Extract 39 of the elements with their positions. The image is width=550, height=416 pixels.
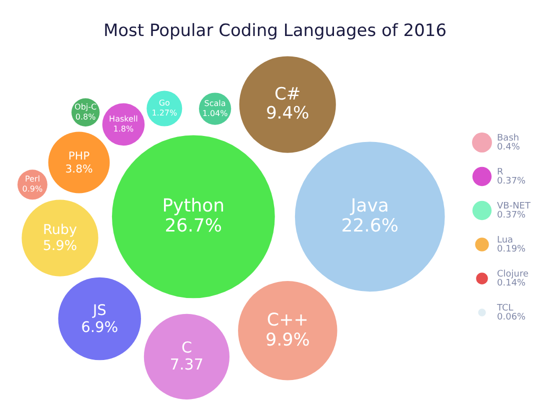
data-label: 5.9%	[42, 238, 78, 254]
category-label: C	[181, 338, 192, 357]
data-label: 0.8%	[75, 112, 96, 122]
text: Most Popular Coding Languages of 2016	[103, 21, 447, 41]
data-label: 1.27%	[152, 108, 178, 118]
data-label: 1.04%	[202, 108, 228, 118]
data-label: 9.4%	[266, 104, 310, 124]
category-label: Python	[162, 196, 225, 217]
category-label: Java	[350, 196, 389, 217]
data-label: 22.6%	[341, 216, 398, 237]
category-label: TCL	[496, 304, 514, 314]
category-label: Obj-C	[74, 102, 98, 112]
data-label: 1.8%	[113, 124, 134, 134]
category-label: Go	[158, 98, 170, 108]
data-label: 7.37	[170, 356, 204, 374]
category-label: Bash	[497, 134, 520, 144]
data-label: 0.06%	[497, 312, 526, 322]
category-label: JS	[92, 302, 106, 319]
data-label: 0.4%	[497, 142, 520, 152]
category-label: Clojure	[497, 270, 529, 280]
data-label: 0.9%	[22, 184, 43, 194]
data-label: 6.9%	[81, 318, 118, 336]
data-label: 0.14%	[497, 278, 526, 288]
category-label: Perl	[24, 174, 40, 184]
data-label: 26.7%	[164, 216, 222, 237]
category-label: C#	[274, 84, 301, 105]
category-label: Lua	[497, 236, 514, 246]
data-label: 9.9%	[265, 330, 310, 351]
data-label: 0.37%	[497, 176, 526, 186]
category-label: PHP	[68, 150, 90, 163]
category-label: Ruby	[43, 222, 77, 238]
category-label: Scala	[204, 98, 226, 108]
data-label: 3.8%	[65, 162, 93, 176]
data-label: 0.37%	[497, 210, 526, 220]
category-label: VB-NET	[497, 202, 531, 212]
category-label: C++	[266, 310, 308, 331]
category-label: Haskell	[109, 114, 138, 124]
category-label: R	[497, 168, 504, 178]
data-label: 0.19%	[497, 244, 526, 254]
